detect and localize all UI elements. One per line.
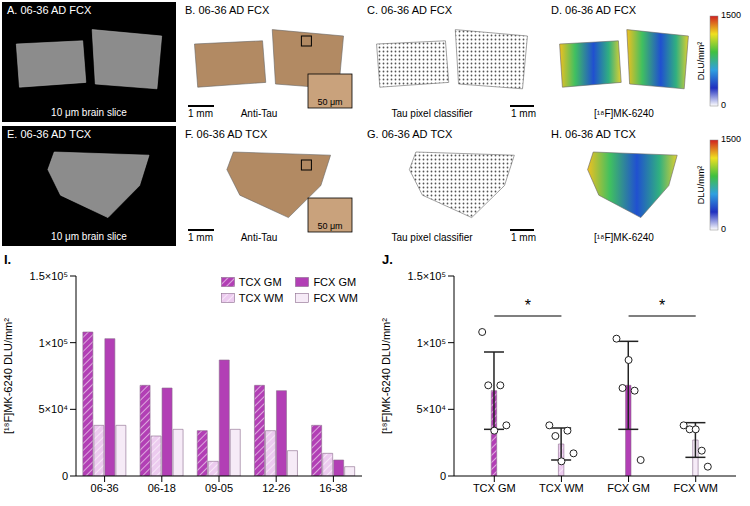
svg-text:1 mm: 1 mm (511, 108, 536, 119)
svg-text:[¹⁸F]MK-6240: [¹⁸F]MK-6240 (594, 232, 654, 243)
svg-text:TCX GM: TCX GM (473, 482, 516, 494)
svg-text:5×10⁴: 5×10⁴ (416, 403, 446, 415)
svg-text:[¹⁸F]MK-6240: [¹⁸F]MK-6240 (594, 108, 654, 119)
svg-text:[¹⁸F]MK-6240 DLU/mm²: [¹⁸F]MK-6240 DLU/mm² (380, 318, 392, 434)
svg-text:G. 06-36 AD TCX: G. 06-36 AD TCX (367, 128, 453, 140)
svg-text:0: 0 (721, 100, 726, 110)
svg-text:12-26: 12-26 (262, 482, 290, 494)
svg-text:*: * (659, 297, 665, 314)
svg-text:06-36: 06-36 (91, 482, 119, 494)
svg-text:F. 06-36 AD TCX: F. 06-36 AD TCX (185, 128, 268, 140)
svg-text:Anti-Tau: Anti-Tau (241, 108, 278, 119)
svg-text:1×10⁵: 1×10⁵ (417, 337, 446, 349)
svg-text:1.5×10⁵: 1.5×10⁵ (29, 270, 68, 282)
html-text:FCX WM: FCX WM (313, 292, 358, 304)
svg-text:1 mm: 1 mm (188, 108, 213, 119)
svg-text:10 μm brain slice: 10 μm brain slice (51, 107, 127, 118)
svg-text:B. 06-36 AD FCX: B. 06-36 AD FCX (185, 4, 270, 16)
svg-text:1 mm: 1 mm (511, 232, 536, 243)
svg-text:H. 06-36 AD TCX: H. 06-36 AD TCX (551, 128, 636, 140)
svg-text:50 μm: 50 μm (317, 97, 342, 107)
svg-text:1 mm: 1 mm (188, 232, 213, 243)
svg-text:DLU/mm²: DLU/mm² (696, 42, 706, 81)
svg-text:1500: 1500 (721, 134, 741, 144)
svg-text:0: 0 (62, 470, 68, 482)
svg-text:5×10⁴: 5×10⁴ (38, 403, 68, 415)
svg-text:0: 0 (721, 224, 726, 234)
svg-text:TCX WM: TCX WM (539, 482, 584, 494)
svg-text:0: 0 (440, 470, 446, 482)
svg-text:Tau pixel classifier: Tau pixel classifier (391, 108, 473, 119)
svg-text:1×10⁵: 1×10⁵ (39, 337, 68, 349)
svg-text:09-05: 09-05 (205, 482, 233, 494)
html-text:TCX GM: TCX GM (238, 276, 282, 288)
svg-text:06-18: 06-18 (148, 482, 176, 494)
svg-text:C. 06-36 AD FCX: C. 06-36 AD FCX (367, 4, 453, 16)
html-text:FCX GM: FCX GM (313, 276, 357, 288)
svg-text:A. 06-36 AD FCX: A. 06-36 AD FCX (7, 4, 92, 16)
svg-text:1.5×10⁵: 1.5×10⁵ (407, 270, 446, 282)
svg-text:Tau pixel classifier: Tau pixel classifier (391, 232, 473, 243)
svg-text:D. 06-36 AD FCX: D. 06-36 AD FCX (551, 4, 637, 16)
html-text:I.: I. (4, 252, 12, 267)
svg-text:*: * (525, 297, 531, 314)
html-text:TCX WM: TCX WM (238, 292, 284, 304)
svg-text:1500: 1500 (721, 10, 741, 20)
svg-text:E. 06-36 AD TCX: E. 06-36 AD TCX (7, 128, 92, 140)
svg-text:DLU/mm²: DLU/mm² (696, 166, 706, 205)
svg-text:10 μm brain slice: 10 μm brain slice (51, 231, 127, 242)
svg-text:16-38: 16-38 (319, 482, 347, 494)
svg-text:50 μm: 50 μm (317, 221, 342, 231)
svg-text:FCX GM: FCX GM (607, 482, 650, 494)
svg-text:FCX WM: FCX WM (673, 482, 718, 494)
svg-text:Anti-Tau: Anti-Tau (241, 232, 278, 243)
svg-text:[¹⁸F]MK-6240 DLU/mm²: [¹⁸F]MK-6240 DLU/mm² (2, 318, 14, 434)
html-text:J.: J. (382, 252, 393, 267)
